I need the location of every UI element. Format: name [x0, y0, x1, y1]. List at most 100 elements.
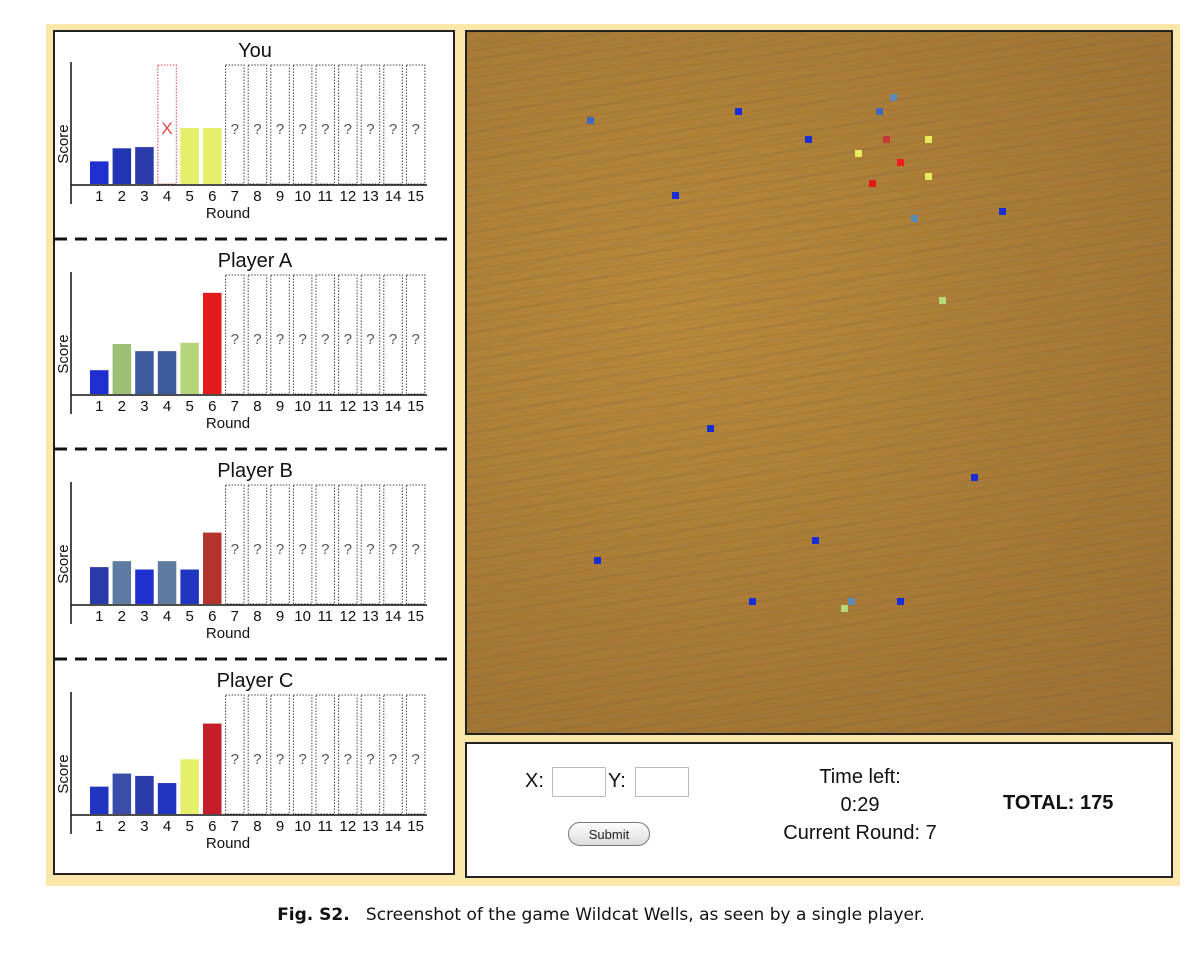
unknown-round-mark: ? [231, 331, 239, 348]
round-tick-label: 3 [140, 188, 148, 205]
unknown-round-mark: ? [253, 751, 261, 768]
unknown-round-mark: ? [231, 541, 239, 558]
x-axis-label: Round [206, 625, 250, 642]
round-tick-label: 10 [294, 398, 311, 415]
future-round-bar [338, 274, 358, 395]
round-tick-label: 14 [385, 818, 402, 835]
round-tick-label: 15 [407, 188, 424, 205]
round-tick-label: 2 [118, 818, 126, 835]
round-tick-label: 15 [407, 608, 424, 625]
round-tick-label: 6 [208, 188, 216, 205]
round-tick-label: 2 [118, 608, 126, 625]
unknown-round-mark: ? [366, 121, 374, 138]
future-round-bar [270, 64, 290, 185]
score-bar [90, 161, 109, 184]
y-axis-label: Score [55, 124, 72, 163]
map-marker [847, 598, 855, 606]
map-marker [735, 107, 743, 115]
unknown-round-mark: ? [411, 751, 419, 768]
unknown-round-mark: ? [411, 121, 419, 138]
unknown-round-mark: ? [344, 751, 352, 768]
map-marker [999, 207, 1007, 215]
future-round-bar [225, 274, 245, 395]
map-marker [594, 556, 602, 564]
y-coordinate-input[interactable] [635, 767, 689, 797]
round-tick-label: 12 [340, 608, 357, 625]
round-tick-label: 8 [253, 818, 261, 835]
round-tick-label: 10 [294, 188, 311, 205]
round-tick-label: 7 [231, 398, 239, 415]
unknown-round-mark: ? [276, 541, 284, 558]
x-axis-label: Round [206, 205, 250, 222]
map-marker [706, 425, 714, 433]
round-tick-label: 12 [340, 188, 357, 205]
round-tick-label: 4 [163, 818, 171, 835]
future-round-bar [360, 484, 381, 605]
score-bar [180, 342, 199, 394]
round-tick-label: 3 [140, 398, 148, 415]
future-round-bar [315, 694, 335, 815]
score-bar [180, 128, 199, 184]
unknown-round-mark: ? [253, 121, 261, 138]
future-round-bar [270, 484, 290, 605]
score-bar [90, 786, 109, 814]
map-marker [840, 605, 848, 613]
round-tick-label: 13 [362, 188, 379, 205]
x-axis-label: Round [206, 835, 250, 852]
map-marker [939, 297, 947, 305]
future-round-bar [383, 694, 403, 815]
panel-title: You [238, 40, 272, 62]
future-round-bar [247, 484, 268, 605]
map-marker [889, 94, 897, 102]
unknown-round-mark: ? [298, 541, 306, 558]
unknown-round-mark: ? [276, 121, 284, 138]
round-tick-label: 4 [163, 188, 171, 205]
round-tick-label: 1 [95, 818, 103, 835]
round-tick-label: 1 [95, 188, 103, 205]
round-tick-label: 11 [317, 608, 333, 625]
future-round-bar [360, 274, 381, 395]
round-tick-label: 9 [276, 818, 284, 835]
round-tick-label: 3 [140, 608, 148, 625]
round-tick-label: 13 [362, 398, 379, 415]
control-panel: X: Y: Submit Time left: 0:29 Current Rou… [465, 742, 1173, 878]
score-panel: You Score 1 2 3 X 4 5 6? 7? 8? 9? 10? 11? 12? 13? 14? 15 R… [53, 30, 455, 875]
unknown-round-mark: ? [366, 751, 374, 768]
map-marker [868, 179, 876, 187]
submit-button[interactable]: Submit [568, 822, 650, 846]
unknown-round-mark: ? [344, 541, 352, 558]
current-round: Current Round: 7 [783, 822, 937, 844]
unknown-round-mark: ? [231, 751, 239, 768]
round-tick-label: 7 [231, 818, 239, 835]
unknown-round-mark: ? [344, 331, 352, 348]
future-round-bar [338, 484, 358, 605]
round-tick-label: 12 [340, 818, 357, 835]
map-marker [896, 158, 904, 166]
unknown-round-mark: ? [389, 751, 397, 768]
round-tick-label: 9 [276, 188, 284, 205]
future-round-bar [247, 274, 268, 395]
future-round-bar [405, 484, 426, 605]
score-bar [135, 775, 154, 814]
x-coordinate-input[interactable] [552, 767, 606, 797]
score-bar [157, 351, 177, 394]
y-label: Y: [608, 770, 626, 792]
future-round-bar [315, 484, 335, 605]
future-round-bar [292, 274, 313, 395]
score-bar [180, 569, 199, 604]
score-bar [135, 569, 154, 604]
round-tick-label: 14 [385, 188, 402, 205]
caption-text: Screenshot of the game Wildcat Wells, as… [365, 905, 925, 925]
unknown-round-mark: ? [321, 331, 329, 348]
round-tick-label: 5 [185, 398, 193, 415]
round-tick-label: 13 [362, 608, 379, 625]
y-axis-label: Score [55, 334, 72, 373]
score-bar [112, 773, 132, 814]
unknown-round-mark: ? [276, 751, 284, 768]
round-tick-label: 2 [118, 398, 126, 415]
game-map[interactable] [465, 30, 1173, 735]
round-tick-label: 15 [407, 398, 424, 415]
round-tick-label: 6 [208, 398, 216, 415]
round-tick-label: 11 [317, 818, 333, 835]
unknown-round-mark: ? [276, 331, 284, 348]
